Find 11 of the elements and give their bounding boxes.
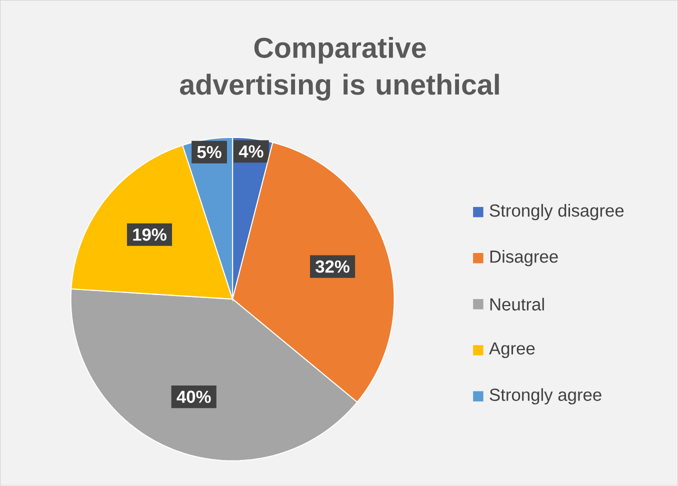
legend-label: Disagree <box>490 250 558 266</box>
data-label: 5% <box>197 146 222 158</box>
chart-title: Comparative advertising is unethical <box>180 37 499 101</box>
legend-label: Agree <box>489 342 535 358</box>
legend-label: Strongly disagree <box>490 204 624 220</box>
legend-label: Strongly agree <box>490 388 602 405</box>
data-label: 19% <box>133 228 166 242</box>
data-label: 40% <box>176 390 211 404</box>
legend-label: Neutral <box>490 298 544 311</box>
data-label: 32% <box>316 260 350 273</box>
data-label: 4% <box>238 146 264 158</box>
